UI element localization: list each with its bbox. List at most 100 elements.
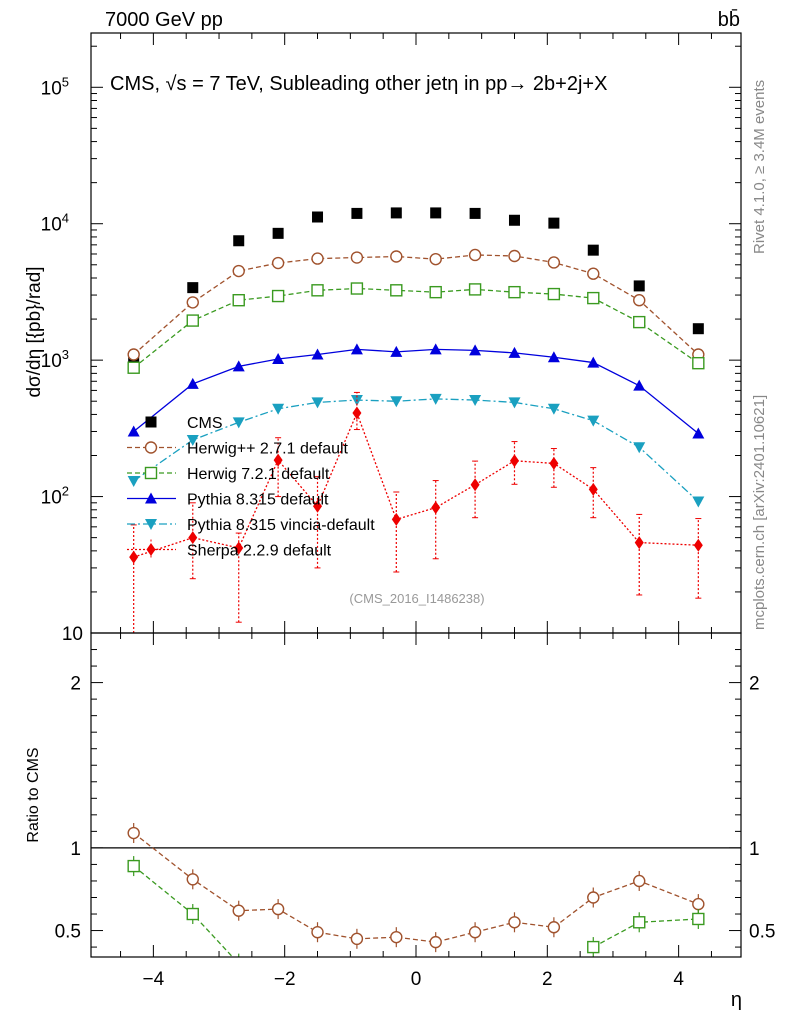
data-point [693,538,703,552]
legend-marker [144,441,158,454]
data-point [232,360,245,372]
data-point [431,501,441,515]
mcplots-label: mcplots.cern.ch [arXiv:2401.10621] [751,395,768,630]
data-point [633,442,646,454]
legend-label: Sherpa 2.2.9 default [187,543,332,560]
data-point [186,377,199,389]
data-point [633,315,646,329]
ratio-point [587,891,600,904]
series-line [133,411,699,558]
data-point [232,417,245,429]
ratio-line [133,832,699,943]
ratio-plot-area [91,823,741,969]
data-point [390,345,403,357]
data-point [271,256,285,270]
axes: 10 102 103 104 105 0.5 0.5 1 1 2 2 −4 −2 0 2 4 [41,33,775,990]
ratio-point [186,873,199,886]
ratio-point [186,907,199,921]
data-point [508,397,521,409]
data-point [692,496,705,508]
main-y-axis-label: dσ/dη [{pb}/rad] [24,266,45,397]
series-line [133,348,699,434]
series-line [133,398,699,502]
data-point [588,482,598,496]
ratio-point [468,926,482,939]
data-point [350,282,364,295]
ratio-point [271,902,285,916]
ratio-y-tick-label: 1 [70,839,81,860]
rivet-version-label: Rivet 4.1.0, ≥ 3.4M events [751,80,768,254]
data-point [429,393,442,405]
data-point [469,395,482,407]
data-point [311,348,324,360]
data-point [233,235,245,247]
y-tick-label: 102 [41,484,69,509]
series-herwig-7-2-1-default [127,282,705,374]
data-point [188,531,198,545]
analysis-watermark: (CMS_2016_I1486238) [349,591,484,606]
data-point [508,214,520,226]
y-tick-label: 104 [41,211,69,236]
data-point [391,512,401,526]
x-tick-label: 0 [411,969,422,990]
data-point [468,248,482,262]
data-point [587,291,600,305]
data-point [312,211,324,223]
data-point [547,403,560,415]
data-point [633,379,646,391]
data-point [186,434,199,446]
data-point [692,356,705,370]
ratio-point [547,921,561,934]
data-point [272,352,285,364]
data-point [272,403,285,415]
data-point [692,323,704,335]
data-point [547,351,560,363]
process-label: bb̄ [718,8,740,31]
ratio-frame [90,632,742,958]
data-point [587,244,599,256]
y-tick-label: 103 [41,347,69,372]
legend-label: Herwig 7.2.1 default [187,466,330,483]
x-tick-label: 2 [542,969,553,990]
data-point [470,478,480,492]
series-pythia-8-315-vincia-default [127,393,705,508]
data-point [127,425,140,437]
legend-marker [145,519,157,530]
ratio-point [127,826,140,840]
data-point [351,207,363,219]
data-point [429,252,442,266]
data-point [127,361,140,374]
data-point [587,356,600,368]
legend-label: CMS [187,415,223,432]
data-point [633,294,646,307]
data-point [273,453,283,467]
ratio-point [633,874,646,888]
ratio-point [233,958,244,969]
ratio-line [133,865,234,957]
y-tick-label: 105 [41,74,69,99]
ratio-point [587,940,600,954]
data-point [692,427,705,439]
data-point [508,249,521,263]
ratio-point [311,926,324,939]
data-point [509,454,519,468]
data-point [127,476,140,488]
legend-marker [145,416,157,428]
x-tick-label: −4 [143,969,165,990]
data-point [127,348,140,361]
data-point [390,396,403,408]
ratio-point [692,897,705,911]
ratio-y-axis-label: Ratio to CMS [25,747,42,842]
x-tick-label: 4 [673,969,684,990]
data-point [469,344,482,356]
data-point [234,541,244,555]
series-herwig-2-7-1-default [127,248,705,361]
ratio-y-tick-label: 0.5 [55,922,81,943]
data-point [634,536,644,550]
data-point [390,250,403,263]
ratio-y-tick-label-right: 2 [749,674,760,695]
data-point [587,415,600,427]
data-point [430,207,442,219]
series-line [133,287,699,369]
